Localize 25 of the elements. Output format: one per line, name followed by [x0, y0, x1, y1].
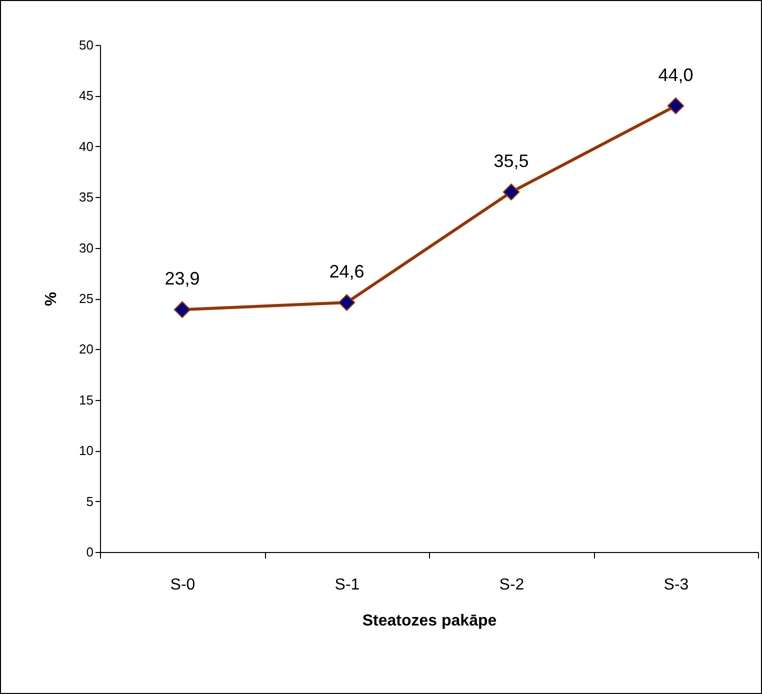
y-tick-label: 20: [79, 342, 94, 357]
y-tick-label: 0: [86, 544, 94, 560]
point: [667, 97, 684, 114]
point: [174, 301, 191, 318]
y-tick-label: 50: [79, 38, 94, 52]
point: [502, 184, 520, 200]
y-tick-label: 5: [86, 494, 94, 509]
y-tick-label: 35: [79, 190, 94, 205]
x-tick-label: S-1: [334, 576, 360, 594]
data-label: 24,6: [329, 262, 364, 282]
y-tick-label: 45: [79, 88, 94, 104]
y-tick-label: 40: [79, 138, 94, 154]
x-tick-label: S-2: [499, 576, 524, 594]
x-axis-title: Steatozes pakāpe: [362, 612, 497, 630]
y-tick-label: 10: [79, 443, 94, 458]
data-label: 44,0: [658, 64, 694, 85]
y-tick-label: 30: [79, 240, 94, 256]
point: [338, 294, 356, 311]
x-tick-label: S-0: [170, 576, 196, 594]
y-tick-label: 25: [79, 291, 94, 306]
data-label: 23,9: [164, 268, 200, 289]
data-label: 35,5: [494, 151, 529, 172]
x-tick-label: S-3: [664, 576, 689, 594]
y-axis-title: %: [43, 292, 60, 306]
y-tick-label: 15: [79, 392, 94, 408]
